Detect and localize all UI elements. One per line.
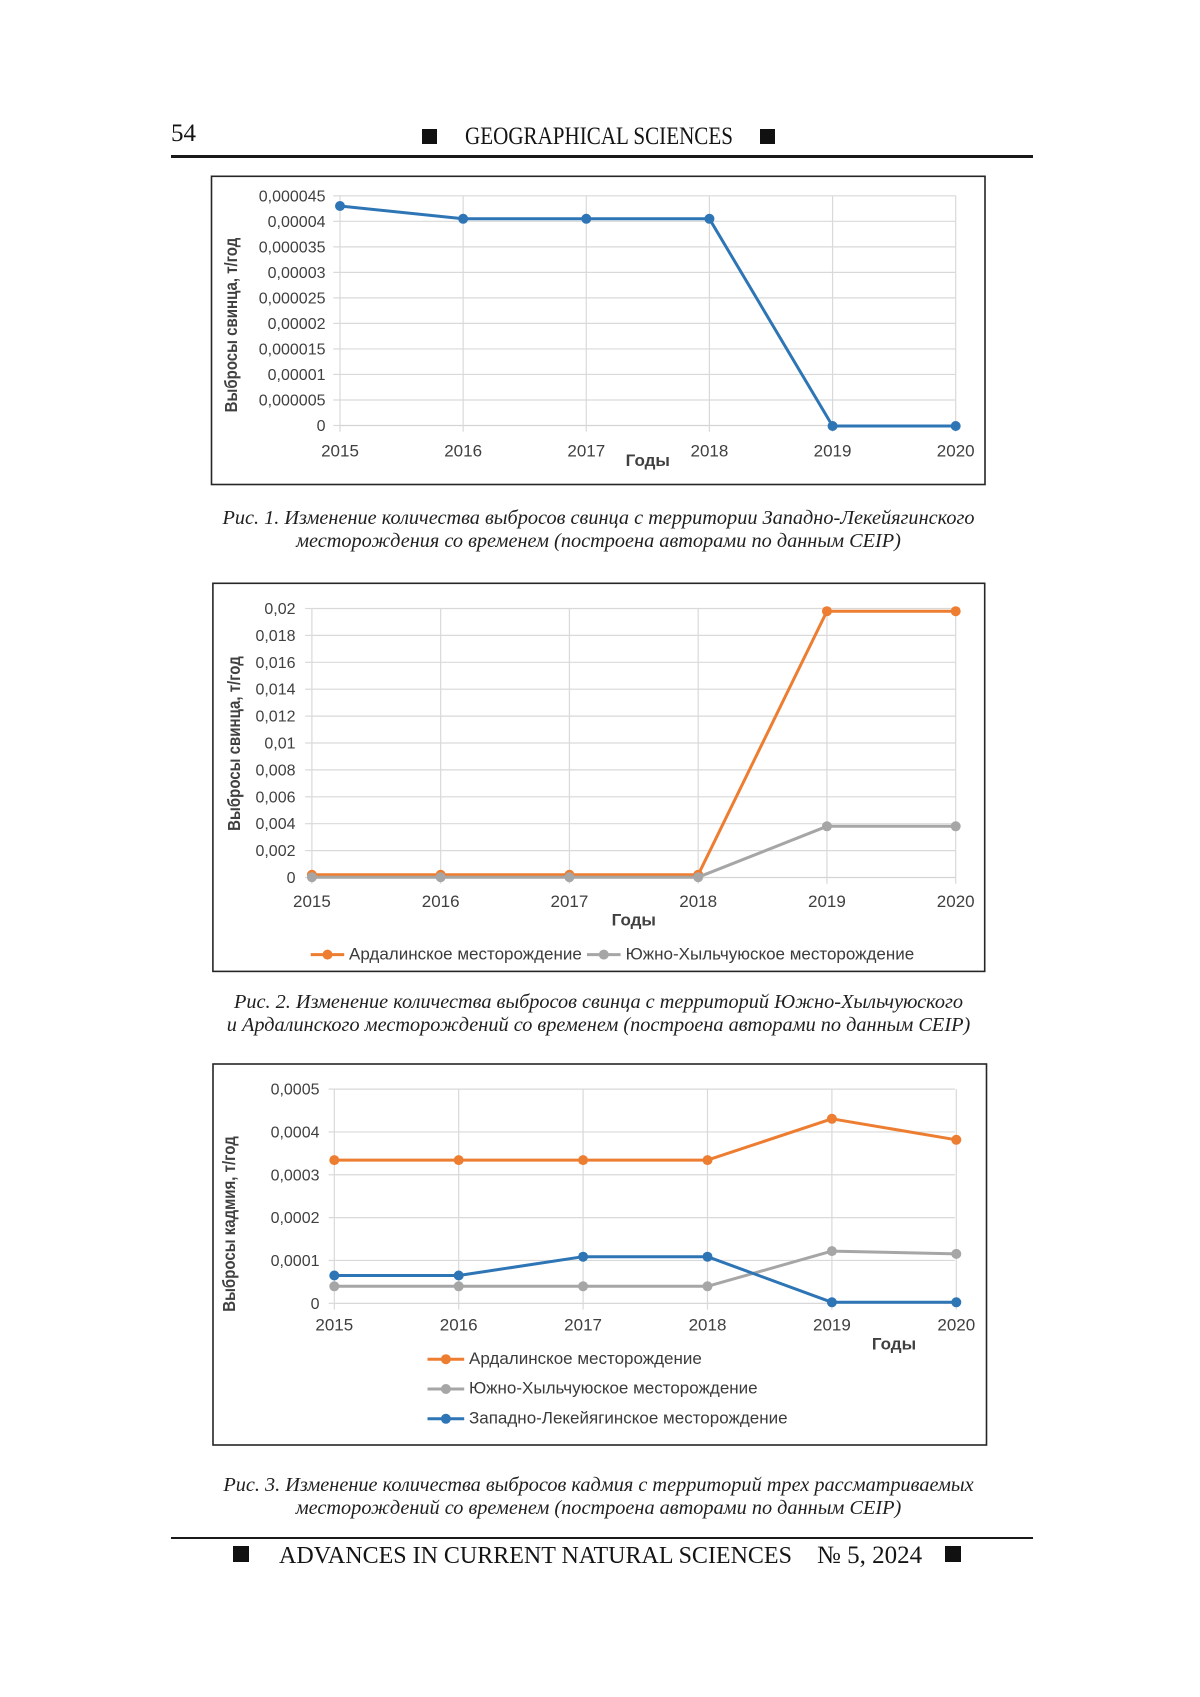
svg-text:2019: 2019 — [814, 441, 852, 460]
svg-text:0,008: 0,008 — [255, 762, 295, 779]
svg-text:0,006: 0,006 — [255, 789, 295, 806]
svg-text:2015: 2015 — [293, 892, 331, 911]
svg-text:0,000045: 0,000045 — [259, 188, 326, 205]
svg-text:Южно-Хыльчуюское месторождение: Южно-Хыльчуюское месторождение — [626, 945, 915, 964]
svg-text:2016: 2016 — [422, 892, 460, 911]
svg-text:0,00001: 0,00001 — [268, 367, 326, 384]
svg-text:2016: 2016 — [440, 1316, 478, 1335]
svg-text:0,00003: 0,00003 — [268, 265, 326, 282]
svg-text:0,02: 0,02 — [264, 601, 295, 618]
svg-text:0,004: 0,004 — [255, 816, 295, 833]
svg-text:0: 0 — [287, 870, 296, 887]
svg-text:Выбросы свинца, т/год: Выбросы свинца, т/год — [221, 237, 242, 412]
svg-text:0: 0 — [311, 1296, 320, 1313]
svg-text:0,0003: 0,0003 — [271, 1167, 320, 1184]
svg-text:2018: 2018 — [689, 1316, 727, 1335]
svg-text:0,000015: 0,000015 — [259, 341, 326, 358]
svg-text:2017: 2017 — [567, 441, 605, 460]
svg-text:2017: 2017 — [564, 1316, 602, 1335]
svg-text:2020: 2020 — [937, 1316, 975, 1335]
svg-text:Ардалинское месторождение: Ардалинское месторождение — [469, 1349, 702, 1368]
svg-text:0,0002: 0,0002 — [271, 1210, 320, 1227]
svg-text:Западно-Лекейягинское месторож: Западно-Лекейягинское месторождение — [469, 1409, 788, 1428]
svg-text:Выбросы свинца, т/год: Выбросы свинца, т/год — [224, 656, 245, 831]
svg-text:Южно-Хыльчуюское месторождение: Южно-Хыльчуюское месторождение — [469, 1379, 758, 1398]
svg-text:2020: 2020 — [937, 892, 975, 911]
svg-text:0,000035: 0,000035 — [259, 239, 326, 256]
svg-text:0,0004: 0,0004 — [271, 1124, 320, 1141]
svg-text:0,014: 0,014 — [255, 682, 295, 699]
svg-text:0,01: 0,01 — [264, 736, 295, 753]
svg-text:0,0005: 0,0005 — [271, 1082, 320, 1099]
svg-text:0,018: 0,018 — [255, 628, 295, 645]
svg-text:0,000025: 0,000025 — [259, 290, 326, 307]
svg-text:0,012: 0,012 — [255, 709, 295, 726]
svg-text:Годы: Годы — [626, 451, 670, 470]
svg-text:2017: 2017 — [551, 892, 589, 911]
svg-text:Ардалинское месторождение: Ардалинское месторождение — [349, 945, 582, 964]
svg-text:0: 0 — [317, 418, 326, 435]
svg-text:2016: 2016 — [444, 441, 482, 460]
svg-text:2015: 2015 — [321, 441, 359, 460]
svg-text:0,00002: 0,00002 — [268, 316, 326, 333]
svg-text:Выбросы кадмия, т/год: Выбросы кадмия, т/год — [219, 1136, 240, 1312]
svg-text:Годы: Годы — [872, 1334, 916, 1353]
svg-text:2018: 2018 — [691, 441, 729, 460]
svg-text:0,002: 0,002 — [255, 843, 295, 860]
svg-text:2019: 2019 — [813, 1316, 851, 1335]
svg-text:0,0001: 0,0001 — [271, 1253, 320, 1270]
svg-text:2015: 2015 — [315, 1316, 353, 1335]
svg-text:0,00004: 0,00004 — [268, 214, 326, 231]
svg-text:2020: 2020 — [937, 441, 975, 460]
svg-text:0,016: 0,016 — [255, 655, 295, 672]
svg-text:2018: 2018 — [679, 892, 717, 911]
svg-text:2019: 2019 — [808, 892, 846, 911]
svg-text:0,000005: 0,000005 — [259, 392, 326, 409]
svg-text:Годы: Годы — [612, 911, 656, 930]
